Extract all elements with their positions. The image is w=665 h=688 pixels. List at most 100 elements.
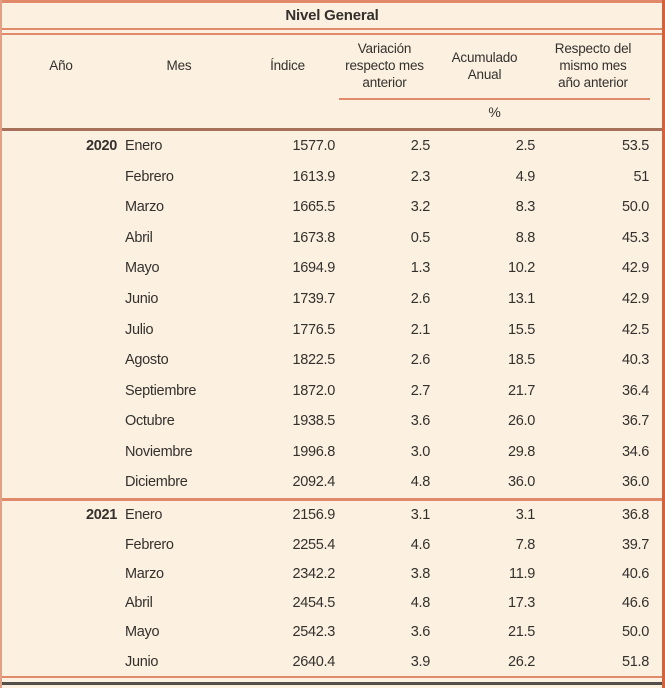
respecto-cell: 40.3 (621, 352, 649, 369)
respecto-cell: 51.8 (621, 653, 649, 670)
acumulado-cell: 7.8 (515, 536, 536, 553)
variacion-cell: 4.8 (410, 474, 431, 491)
acumulado-cell: 29.8 (507, 443, 535, 460)
indice-cell: 1822.5 (292, 352, 335, 369)
table-row: Abril 1673.8 0.5 8.8 45.3 (2, 223, 662, 254)
respecto-cell: 36.0 (621, 474, 649, 491)
table-row: Marzo 2342.2 3.8 11.9 40.6 (2, 559, 662, 588)
variacion-cell: 2.5 (410, 138, 431, 155)
header-bottom-rule (2, 128, 662, 131)
indice-cell: 2640.4 (292, 653, 335, 670)
year-cell: 2020 (85, 138, 117, 155)
month-cell: Septiembre (125, 382, 197, 399)
indice-cell: 1673.8 (292, 229, 335, 246)
table-row: Febrero 1613.9 2.3 4.9 51 (2, 162, 662, 193)
table-row: Mayo 2542.3 3.6 21.5 50.0 (2, 618, 662, 647)
indice-cell: 2542.3 (292, 624, 335, 641)
variacion-cell: 3.0 (410, 443, 431, 460)
variacion-cell: 4.8 (410, 595, 431, 612)
variacion-cell: 2.6 (410, 291, 431, 307)
acumulado-cell: 36.0 (507, 474, 535, 491)
indice-cell: 2255.4 (292, 536, 335, 553)
indice-cell: 2092.4 (292, 474, 335, 491)
indice-cell: 1776.5 (292, 321, 335, 338)
title-double-rule-1 (2, 28, 662, 30)
respecto-cell: 42.5 (621, 321, 649, 338)
year-group: 2020 Enero 1577.0 2.5 2.5 53.5 Febrero 1… (2, 131, 662, 498)
col-header-ano: Año (49, 58, 73, 74)
table-row: 2021 Enero 2156.9 3.1 3.1 36.8 (2, 501, 662, 530)
respecto-cell: 42.9 (621, 260, 649, 277)
indice-cell: 1739.7 (292, 291, 335, 307)
indice-cell: 1577.0 (292, 138, 335, 155)
table-row: Agosto 1822.5 2.6 18.5 40.3 (2, 345, 662, 376)
bottom-salmon-rule (2, 676, 662, 679)
col-header-acumulado: Acumulado Anual (451, 49, 518, 82)
table-row: Diciembre 2092.4 4.8 36.0 36.0 (2, 467, 662, 498)
month-cell: Enero (125, 507, 163, 524)
percent-row: % (2, 98, 662, 128)
month-cell: Diciembre (125, 474, 188, 491)
variacion-cell: 2.7 (410, 382, 431, 399)
variacion-cell: 3.8 (410, 565, 431, 582)
table-row: 2020 Enero 1577.0 2.5 2.5 53.5 (2, 131, 662, 162)
variacion-cell: 0.5 (410, 229, 431, 246)
variacion-cell: 3.9 (410, 653, 431, 670)
acumulado-cell: 3.1 (515, 507, 536, 524)
year-cell: 2021 (85, 507, 117, 524)
indice-cell: 1872.0 (292, 382, 335, 399)
acumulado-cell: 13.1 (507, 291, 535, 307)
respecto-cell: 46.6 (621, 595, 649, 612)
respecto-cell: 51 (633, 168, 649, 185)
acumulado-cell: 21.5 (507, 624, 535, 641)
respecto-cell: 36.4 (621, 382, 649, 399)
respecto-cell: 36.8 (621, 507, 649, 524)
indice-cell: 1694.9 (292, 260, 335, 277)
acumulado-cell: 8.8 (515, 229, 536, 246)
month-cell: Marzo (125, 199, 164, 216)
acumulado-cell: 8.3 (515, 199, 536, 216)
month-cell: Junio (125, 291, 159, 307)
respecto-cell: 45.3 (621, 229, 649, 246)
respecto-cell: 50.0 (621, 624, 649, 641)
acumulado-cell: 17.3 (507, 595, 535, 612)
table-row: Septiembre 1872.0 2.7 21.7 36.4 (2, 375, 662, 406)
indice-cell: 2454.5 (292, 595, 335, 612)
respecto-cell: 36.7 (621, 413, 649, 430)
variacion-cell: 3.6 (410, 624, 431, 641)
indice-cell: 2156.9 (292, 507, 335, 524)
respecto-cell: 40.6 (621, 565, 649, 582)
acumulado-cell: 2.5 (515, 138, 536, 155)
percent-underline: % (339, 98, 650, 128)
variacion-cell: 2.1 (410, 321, 431, 338)
month-cell: Mayo (125, 260, 160, 277)
respecto-cell: 39.7 (621, 536, 649, 553)
indice-cell: 1938.5 (292, 413, 335, 430)
table-row: Febrero 2255.4 4.6 7.8 39.7 (2, 530, 662, 559)
table-body: 2020 Enero 1577.0 2.5 2.5 53.5 Febrero 1… (2, 131, 662, 676)
month-cell: Noviembre (125, 443, 193, 460)
respecto-cell: 42.9 (621, 291, 649, 307)
bottom-black-rule (2, 682, 662, 686)
variacion-cell: 2.3 (410, 168, 431, 185)
year-divider-rule (2, 497, 662, 501)
month-cell: Agosto (125, 352, 169, 369)
table-row: Octubre 1938.5 3.6 26.0 36.7 (2, 406, 662, 437)
year-group: 2021 Enero 2156.9 3.1 3.1 36.8 Febrero 2… (2, 501, 662, 677)
acumulado-cell: 10.2 (507, 260, 535, 277)
acumulado-cell: 21.7 (507, 382, 535, 399)
acumulado-cell: 4.9 (515, 168, 536, 185)
variacion-cell: 2.6 (410, 352, 431, 369)
month-cell: Enero (125, 138, 163, 155)
column-headers: Año Mes Índice Variación respecto mes an… (2, 35, 662, 98)
month-cell: Febrero (125, 168, 174, 185)
percent-label: % (488, 104, 501, 120)
col-header-indice: Índice (270, 58, 305, 74)
variacion-cell: 4.6 (410, 536, 431, 553)
month-cell: Mayo (125, 624, 160, 641)
acumulado-cell: 26.2 (507, 653, 535, 670)
acumulado-cell: 15.5 (507, 321, 535, 338)
indice-cell: 1613.9 (292, 168, 335, 185)
table-title: Nivel General (285, 7, 379, 24)
